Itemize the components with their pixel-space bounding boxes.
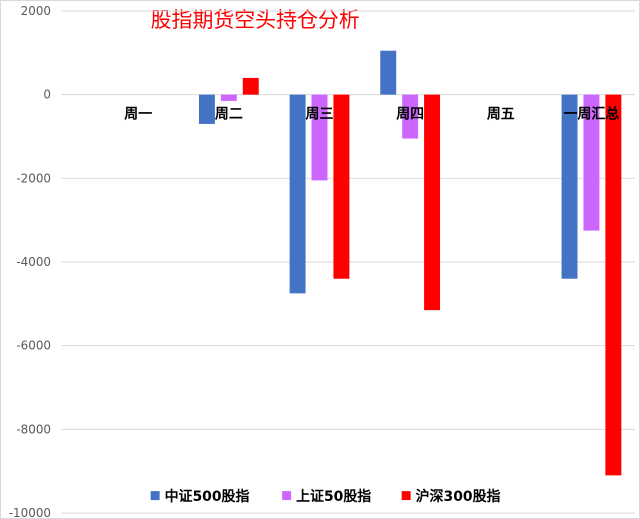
legend: 中证500股指 上证50股指 沪深300股指: [150, 488, 501, 505]
category-label: 一周汇总: [564, 106, 620, 123]
bar-中证500股指-周二: [198, 94, 215, 124]
category-label: 周二: [215, 107, 243, 123]
chart-title: 股指期货空头持仓分析: [151, 8, 360, 32]
bars: [198, 50, 622, 476]
y-tick-label: 0: [43, 88, 51, 102]
legend-label: 沪深300股指: [416, 488, 501, 505]
bar-上证50股指-周四: [402, 94, 419, 139]
legend-swatch: [401, 491, 411, 501]
y-tick-label: -4000: [16, 255, 51, 269]
bar-沪深300股指-一周汇总: [605, 94, 622, 476]
bar-上证50股指-周二: [220, 94, 237, 101]
legend-label: 中证500股指: [165, 488, 250, 505]
bar-上证50股指-周三: [311, 94, 328, 181]
y-tick-label: -10000: [9, 506, 51, 519]
category-label: 周一: [124, 107, 152, 123]
legend-label: 上证50股指: [296, 488, 371, 505]
bar-中证500股指-周四: [380, 50, 397, 95]
bar-上证50股指-一周汇总: [583, 94, 600, 231]
y-tick-label: -6000: [16, 339, 51, 353]
y-tick-label: -2000: [16, 171, 51, 185]
bar-中证500股指-一周汇总: [561, 94, 578, 279]
bar-沪深300股指-周二: [242, 77, 259, 95]
bar-沪深300股指-周三: [333, 94, 350, 279]
category-labels: 周一 周二 周三 周四 周五 一周汇总: [124, 106, 619, 123]
legend-swatch: [150, 491, 160, 501]
bar-沪深300股指-周四: [424, 94, 441, 311]
category-label: 周五: [487, 107, 515, 123]
category-label: 周四: [396, 107, 424, 123]
bar-中证500股指-周三: [289, 94, 306, 294]
y-axis-ticks: 2000 0 -2000 -4000 -6000 -8000 -10000: [9, 4, 51, 519]
y-tick-label: 2000: [21, 4, 51, 18]
y-tick-label: -8000: [16, 422, 51, 436]
legend-swatch: [282, 491, 292, 501]
category-label: 周三: [306, 107, 334, 123]
